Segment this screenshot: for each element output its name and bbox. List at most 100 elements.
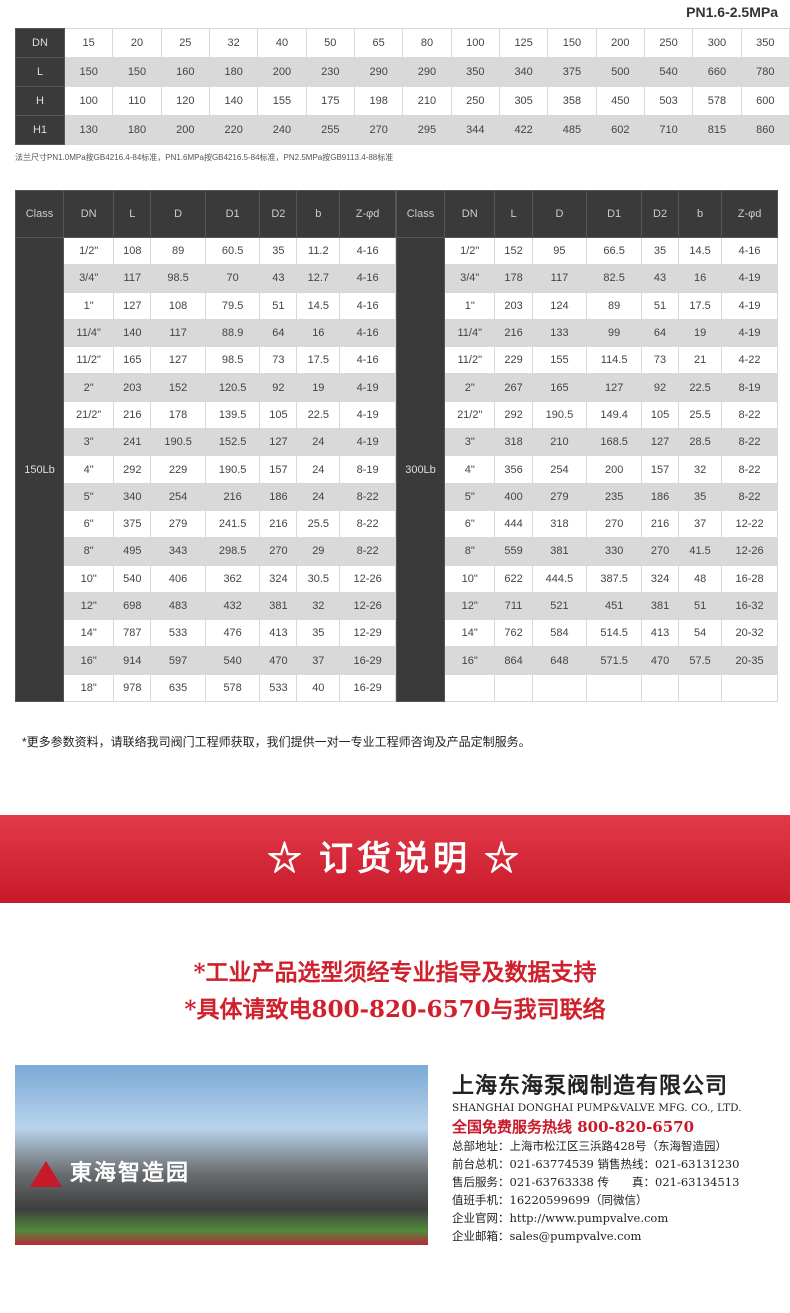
table-cell: 11.2 [296, 236, 341, 266]
table-cell: 8-22 [721, 428, 778, 457]
table-cell: 200 [595, 28, 645, 58]
standard-note: 法兰尺寸PN1.0MPa按GB4216.4-84标准，PN1.6MPa按GB42… [15, 153, 394, 162]
table-cell: 356 [494, 455, 533, 484]
table-cell: 4-16 [339, 346, 396, 375]
table-row: 12" 698 483 432 381 32 12-26 [16, 591, 396, 621]
table-cell: 210 [531, 428, 588, 457]
table-cell: 17.5 [678, 291, 723, 320]
table-cell: 210 [402, 86, 452, 116]
table-cell: 178 [494, 264, 533, 293]
table-cell: 24 [296, 428, 341, 457]
table-cell: 120.5 [204, 373, 261, 402]
table-cell: 127 [150, 346, 206, 375]
table-row: 10" 622 444.5 387.5 324 48 16-28 [397, 564, 778, 593]
table-cell: 305 [498, 86, 549, 116]
table-cell: 79.5 [204, 291, 261, 320]
table-cell: 8-22 [721, 400, 778, 430]
class-300-table: Class DN L D D1 D2 b Z-φd 300Lb 1/2" 152 95 66.5 35 14… [396, 190, 778, 703]
table-cell [678, 673, 723, 703]
table-cell: 660 [692, 57, 742, 87]
table-cell: 318 [494, 428, 533, 457]
table-cell: 635 [150, 673, 206, 703]
table-cell: 60.5 [204, 236, 261, 266]
table-row: H 100 110 120 140 155 175 198 210 250 305 358 450 503… [15, 86, 790, 116]
table-cell: 29 [296, 537, 341, 566]
table-cell: 648 [531, 646, 588, 675]
table-cell: 10" [443, 564, 496, 593]
notice-line-2: *具体请致电800-820-6570与我司联络 [184, 996, 606, 1023]
table-cell: 40 [296, 673, 341, 703]
column-header: Z-φd [721, 190, 778, 238]
table-cell: 114.5 [586, 346, 642, 375]
table-cell: 12.7 [296, 264, 341, 293]
table-cell: 406 [150, 564, 206, 593]
info-email[interactable]: 企业邮箱：sales@pumpvalve.com [452, 1229, 642, 1243]
table-cell: 22.5 [296, 400, 341, 430]
table-cell: 350 [450, 57, 500, 87]
table-cell: 279 [531, 482, 588, 511]
table-cell: 470 [640, 646, 680, 675]
table-cell: 17.5 [296, 346, 341, 375]
company-info: 上海东海泵阀制造有限公司 SHANGHAI DONGHAI PUMP&VALVE… [452, 1068, 782, 1245]
row-header: DN [15, 28, 65, 58]
column-header: D2 [259, 190, 298, 238]
table-cell: 19 [296, 373, 341, 402]
table-cell: 180 [208, 57, 259, 87]
table-cell [721, 673, 778, 703]
table-cell: 25 [160, 28, 210, 58]
table-cell: 25.5 [678, 400, 723, 430]
info-phone: 前台总机：021-63774539 销售热线：021-63131230 [452, 1157, 740, 1171]
table-cell: 180 [112, 115, 162, 145]
table-row: 16" 864 648 571.5 470 57.5 20-35 [397, 646, 778, 675]
table-cell: 279 [150, 509, 206, 539]
info-mobile: 值班手机：16220599699（同微信） [452, 1193, 648, 1207]
column-header: D2 [640, 190, 680, 238]
table-row: 14" 762 584 514.5 413 54 20-32 [397, 619, 778, 648]
table-cell: 3/4" [443, 264, 496, 293]
table-row: 3/4" 117 98.5 70 43 12.7 4-16 [16, 264, 396, 293]
table-cell: 125 [498, 28, 549, 58]
table-cell: 190.5 [150, 428, 206, 457]
table-cell: 124 [531, 291, 588, 320]
table-cell: 155 [531, 346, 588, 375]
table-cell: 533 [150, 619, 206, 648]
table-cell: 578 [692, 86, 742, 116]
table-cell: 483 [150, 591, 206, 621]
table-cell: 860 [740, 115, 790, 145]
table-cell: 16-29 [339, 673, 396, 703]
table-cell: 514.5 [586, 619, 642, 648]
column-header: Z-φd [339, 190, 396, 238]
table-cell: 241 [113, 428, 152, 457]
table-cell: 150 [112, 57, 162, 87]
table-row: 11/4" 140 117 88.9 64 16 4-16 [16, 318, 396, 348]
table-cell: 149.4 [586, 400, 642, 430]
table-row: 3" 241 190.5 152.5 127 24 4-19 [16, 428, 396, 457]
row-header: L [15, 57, 65, 87]
table-cell: 8-19 [339, 455, 396, 484]
table-cell: 324 [259, 564, 298, 593]
table-cell: 240 [257, 115, 307, 145]
table-cell: 35 [640, 236, 680, 266]
table-cell: 12-26 [339, 591, 396, 621]
park-sign-text: 東海智造园 [70, 1160, 191, 1185]
table-cell: 100 [63, 86, 114, 116]
table-row: 300Lb 1/2" 152 95 66.5 35 14.5 4-16 [396, 236, 778, 703]
logo-icon [30, 1161, 62, 1188]
table-cell: 168.5 [586, 428, 642, 457]
table-cell: 8-22 [339, 509, 396, 539]
info-website[interactable]: 企业官网：http://www.pumpvalve.com [452, 1211, 669, 1225]
table-cell: 451 [586, 591, 642, 621]
column-header: Class [396, 190, 445, 238]
table-cell: 229 [150, 455, 206, 484]
table-cell: 250 [643, 28, 694, 58]
table-cell: 92 [640, 373, 680, 402]
table-cell: 127 [640, 428, 680, 457]
table-cell: 4-19 [339, 373, 396, 402]
table-cell: 216 [640, 509, 680, 539]
table-cell: 255 [305, 115, 355, 145]
header-row: Class DN L D D1 D2 b Z-φd [15, 190, 396, 238]
table-cell: 254 [150, 482, 206, 511]
table-cell: 43 [259, 264, 298, 293]
table-cell: 571.5 [586, 646, 642, 675]
table-cell: 540 [643, 57, 694, 87]
